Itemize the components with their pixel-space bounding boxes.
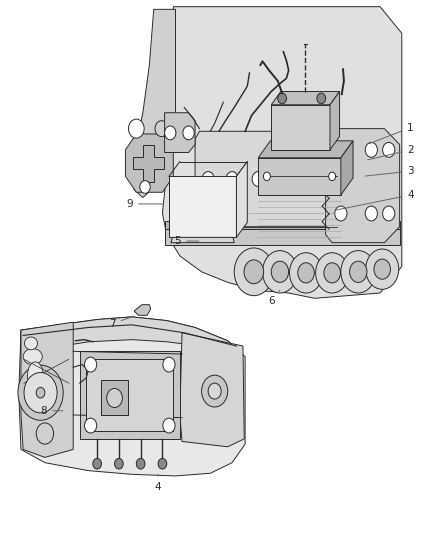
Polygon shape bbox=[165, 113, 195, 152]
Circle shape bbox=[335, 142, 347, 157]
Circle shape bbox=[244, 260, 264, 284]
Circle shape bbox=[366, 249, 399, 289]
Circle shape bbox=[163, 357, 175, 372]
Circle shape bbox=[278, 172, 290, 187]
Polygon shape bbox=[133, 144, 164, 182]
Circle shape bbox=[252, 172, 264, 187]
Circle shape bbox=[365, 206, 378, 221]
Circle shape bbox=[271, 261, 289, 282]
Circle shape bbox=[262, 251, 297, 293]
Circle shape bbox=[93, 458, 102, 469]
Circle shape bbox=[136, 458, 145, 469]
Ellipse shape bbox=[23, 349, 42, 365]
Text: 8: 8 bbox=[41, 406, 63, 416]
Circle shape bbox=[85, 357, 97, 372]
Circle shape bbox=[263, 172, 270, 181]
Circle shape bbox=[18, 365, 63, 420]
Polygon shape bbox=[330, 92, 339, 150]
Text: 4: 4 bbox=[335, 190, 414, 211]
Polygon shape bbox=[134, 305, 151, 316]
Circle shape bbox=[322, 172, 334, 187]
Polygon shape bbox=[132, 10, 176, 198]
Text: 3: 3 bbox=[365, 166, 414, 176]
Circle shape bbox=[163, 418, 175, 433]
Circle shape bbox=[335, 206, 347, 221]
Circle shape bbox=[350, 261, 367, 282]
Circle shape bbox=[365, 142, 378, 157]
Circle shape bbox=[304, 172, 317, 187]
Circle shape bbox=[374, 259, 391, 279]
Circle shape bbox=[298, 263, 314, 283]
Polygon shape bbox=[341, 141, 353, 195]
Circle shape bbox=[85, 418, 97, 433]
Text: 1: 1 bbox=[370, 123, 414, 143]
Circle shape bbox=[165, 126, 176, 140]
Text: 2: 2 bbox=[367, 145, 414, 160]
Circle shape bbox=[115, 458, 123, 469]
Bar bbox=[80, 351, 180, 439]
Polygon shape bbox=[271, 92, 339, 105]
Polygon shape bbox=[125, 134, 173, 192]
Circle shape bbox=[234, 248, 273, 296]
Bar bbox=[271, 105, 330, 150]
Text: 9: 9 bbox=[127, 199, 163, 209]
Polygon shape bbox=[162, 7, 402, 298]
Polygon shape bbox=[19, 317, 245, 476]
Text: 6: 6 bbox=[268, 290, 280, 306]
Text: 5: 5 bbox=[174, 236, 199, 246]
Circle shape bbox=[36, 423, 53, 444]
Circle shape bbox=[183, 126, 194, 140]
Polygon shape bbox=[21, 317, 237, 351]
Polygon shape bbox=[171, 237, 234, 243]
Ellipse shape bbox=[28, 362, 43, 389]
Polygon shape bbox=[21, 322, 73, 457]
Circle shape bbox=[36, 387, 45, 398]
Polygon shape bbox=[258, 141, 353, 158]
Circle shape bbox=[290, 253, 322, 293]
Circle shape bbox=[383, 206, 395, 221]
Circle shape bbox=[155, 120, 168, 136]
Ellipse shape bbox=[25, 337, 38, 350]
Bar bbox=[165, 229, 399, 245]
Circle shape bbox=[201, 375, 228, 407]
Circle shape bbox=[324, 263, 340, 283]
Circle shape bbox=[202, 172, 214, 187]
Circle shape bbox=[316, 253, 349, 293]
Circle shape bbox=[107, 389, 122, 408]
Polygon shape bbox=[237, 161, 247, 237]
Polygon shape bbox=[180, 333, 244, 447]
Circle shape bbox=[341, 251, 376, 293]
Polygon shape bbox=[325, 128, 399, 243]
Circle shape bbox=[317, 93, 325, 104]
Text: 4: 4 bbox=[155, 474, 161, 491]
Circle shape bbox=[158, 458, 167, 469]
Bar bbox=[165, 221, 399, 229]
Circle shape bbox=[140, 181, 150, 193]
Circle shape bbox=[383, 142, 395, 157]
Circle shape bbox=[208, 383, 221, 399]
Circle shape bbox=[226, 172, 238, 187]
Circle shape bbox=[128, 119, 144, 138]
Circle shape bbox=[328, 172, 336, 181]
Polygon shape bbox=[195, 131, 336, 227]
Bar bbox=[102, 381, 127, 415]
Bar bbox=[86, 359, 173, 431]
Circle shape bbox=[278, 93, 286, 104]
Bar bbox=[169, 176, 237, 237]
Text: 7: 7 bbox=[109, 316, 134, 329]
Bar bbox=[258, 158, 341, 195]
Circle shape bbox=[24, 373, 57, 413]
